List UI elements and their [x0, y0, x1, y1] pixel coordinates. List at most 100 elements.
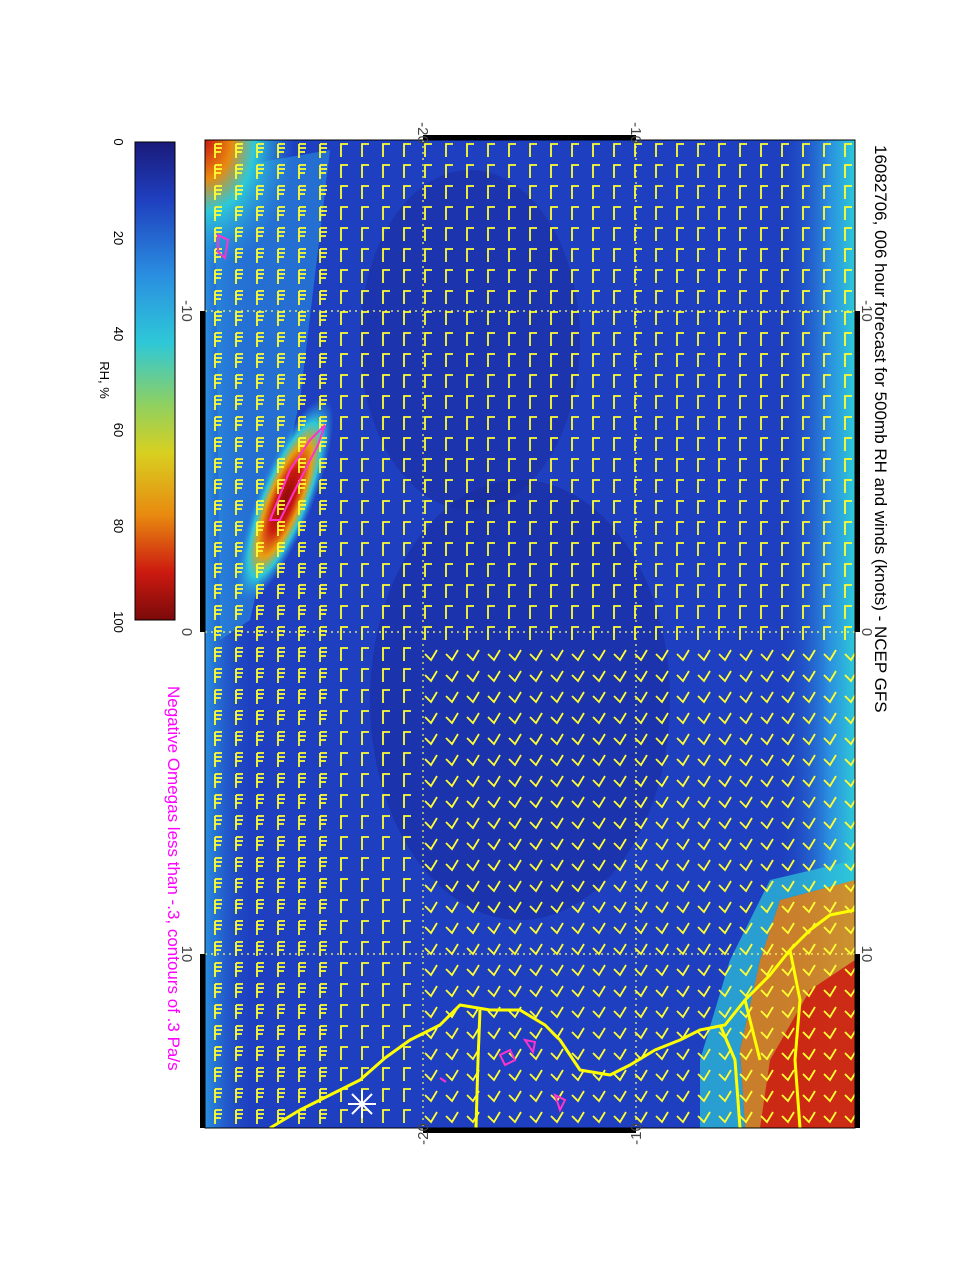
- wind-barb: [760, 521, 768, 535]
- wind-barb: [739, 733, 753, 746]
- wind-barb: [613, 775, 627, 788]
- wind-barb: [823, 458, 831, 472]
- wind-barb: [571, 943, 585, 956]
- wind-barb: [718, 733, 732, 746]
- wind-barb: [361, 353, 369, 367]
- wind-barb: [277, 185, 285, 200]
- wind-barb: [382, 206, 390, 220]
- wind-barb: [403, 458, 411, 472]
- wind-barb: [508, 374, 516, 388]
- wind-barb: [760, 563, 768, 577]
- wind-barb: [235, 605, 243, 620]
- wind-barb: [340, 794, 348, 808]
- wind-barb: [529, 605, 537, 619]
- wind-barb: [361, 1046, 369, 1060]
- wind-barb: [571, 712, 585, 725]
- wind-barb: [529, 395, 537, 409]
- wind-barb: [361, 143, 369, 157]
- wind-barb: [319, 941, 327, 956]
- wind-barb: [760, 269, 768, 283]
- wind-barb: [382, 773, 390, 787]
- wind-barb: [214, 815, 222, 830]
- wind-barb: [760, 901, 774, 914]
- wind-barb: [403, 437, 411, 451]
- wind-barb: [277, 815, 285, 830]
- wind-barb: [403, 983, 411, 997]
- wind-barb: [613, 605, 621, 619]
- wind-barb: [760, 248, 768, 262]
- wind-barb: [844, 227, 852, 241]
- wind-barb: [529, 479, 537, 493]
- wind-barb: [214, 962, 222, 977]
- wind-barb: [781, 985, 795, 998]
- wind-barb: [214, 458, 222, 473]
- wind-barb: [277, 689, 285, 704]
- wind-barb: [739, 796, 753, 809]
- wind-barb: [382, 1109, 390, 1123]
- wind-barb: [802, 880, 816, 893]
- wind-barb: [781, 290, 789, 304]
- wind-barb: [550, 796, 564, 809]
- wind-barb: [235, 458, 243, 473]
- wind-barb: [277, 458, 285, 473]
- wind-barb: [718, 374, 726, 388]
- wind-barb: [718, 311, 726, 325]
- wind-barb: [214, 479, 222, 494]
- wind-barb: [613, 479, 621, 493]
- wind-barb: [676, 626, 684, 640]
- wind-barb: [781, 542, 789, 556]
- wind-barb: [277, 962, 285, 977]
- wind-barb: [487, 1069, 501, 1082]
- wind-barb: [781, 584, 789, 598]
- wind-barb: [235, 269, 243, 284]
- wind-barb: [634, 733, 648, 746]
- wind-barb: [571, 227, 579, 241]
- wind-barb: [760, 143, 768, 157]
- wind-barb: [340, 920, 348, 934]
- wind-barb: [319, 605, 327, 620]
- wind-barb: [550, 626, 558, 640]
- wind-barb: [256, 1067, 264, 1082]
- wind-barb: [571, 479, 579, 493]
- wind-barb: [235, 185, 243, 200]
- wind-barb: [739, 269, 747, 283]
- wind-barb: [235, 857, 243, 872]
- wind-barb: [571, 458, 579, 472]
- wind-barb: [676, 185, 684, 199]
- lat-tick-left-1: -10: [178, 300, 195, 322]
- wind-barb: [739, 626, 747, 640]
- wind-barb: [844, 924, 855, 935]
- wind-barb: [613, 395, 621, 409]
- wind-barb: [634, 796, 648, 809]
- wind-barb: [214, 710, 222, 725]
- wind-barb: [613, 1069, 627, 1082]
- wind-barb: [424, 374, 432, 388]
- wind-barb: [340, 164, 348, 178]
- wind-barb: [361, 1004, 369, 1018]
- wind-barb: [550, 521, 558, 535]
- wind-barb: [655, 1048, 669, 1061]
- wind-barb: [844, 626, 852, 640]
- wind-barb: [718, 901, 732, 914]
- wind-barb: [529, 521, 537, 535]
- wind-barb: [760, 943, 774, 956]
- wind-barb: [361, 584, 369, 598]
- wind-barb: [613, 563, 621, 577]
- wind-barb: [487, 859, 501, 872]
- wind-barb: [802, 332, 810, 346]
- wind-barb: [256, 290, 264, 305]
- wind-barb: [340, 1046, 348, 1060]
- wind-barb: [676, 500, 684, 514]
- wind-barb: [592, 1048, 606, 1061]
- wind-barb: [571, 922, 585, 935]
- wind-barb: [424, 353, 432, 367]
- wind-barb: [382, 395, 390, 409]
- wind-barb: [634, 521, 642, 535]
- wind-barb: [235, 353, 243, 368]
- wind-barb: [319, 1025, 327, 1040]
- wind-barb: [298, 962, 306, 977]
- wind-barb: [403, 1067, 411, 1081]
- wind-barb: [613, 901, 627, 914]
- wind-barb: [739, 353, 747, 367]
- wind-barb: [634, 943, 648, 956]
